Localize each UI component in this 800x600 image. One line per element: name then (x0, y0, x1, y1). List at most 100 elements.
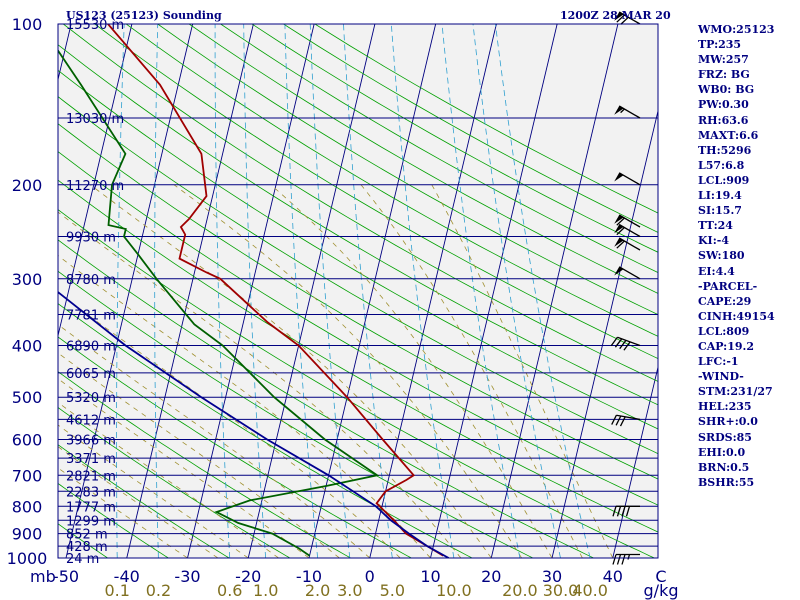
barb-staff (618, 105, 641, 119)
mixing-ratio-label: 5.0 (380, 581, 405, 600)
mixing-ratio-label: 0.6 (217, 581, 242, 600)
isotherm-line (490, 24, 619, 558)
barb-staff (618, 223, 641, 238)
unit-mb-label: mb (30, 567, 56, 586)
isotherm-line (247, 24, 376, 558)
barb-flag (621, 554, 626, 565)
index-item: KI:-4 (698, 234, 729, 248)
wind-barb (614, 237, 641, 251)
height-label: 3371 m (66, 452, 116, 467)
barb-half-flag (620, 108, 625, 114)
mixing-ratio-label: 10.0 (436, 581, 472, 600)
wind-barb (614, 172, 641, 186)
barb-pennant (614, 266, 624, 276)
moist-adiabat-line (270, 184, 553, 558)
height-label: 428 m (66, 540, 108, 555)
height-label: 15530 m (66, 18, 124, 33)
wind-barb (614, 223, 641, 238)
height-label: 8780 m (66, 273, 116, 288)
barb-flag (616, 14, 625, 23)
height-label: 24 m (66, 552, 99, 567)
height-label: 3966 m (66, 434, 116, 449)
wind-barb (614, 214, 641, 228)
index-item: HEL:235 (698, 400, 752, 414)
barb-staff (618, 237, 641, 251)
isotherm-line (430, 24, 558, 558)
pressure-tick-label: 200 (12, 176, 43, 195)
mixing-ratio-label: 1.0 (253, 581, 278, 600)
height-label: 2821 m (66, 469, 116, 484)
isotherm-line (0, 24, 10, 558)
barb-flag (616, 217, 625, 226)
barb-flag (616, 554, 622, 565)
barb-pennant (614, 106, 624, 115)
temperature-tick-label: 40 (603, 567, 623, 586)
index-item: -PARCEL- (698, 279, 758, 293)
pressure-tick-label: 100 (12, 15, 43, 34)
wind-barbs (610, 11, 641, 565)
barb-flag (615, 415, 622, 426)
mixing-ratio-label: 20.0 (502, 581, 538, 600)
barb-pennant (614, 12, 624, 21)
wind-barb (612, 553, 640, 565)
height-label: 6890 m (66, 340, 116, 355)
temperature-tick-label: -50 (53, 567, 79, 586)
index-item: SW:180 (698, 249, 745, 263)
temperature-profile (106, 24, 444, 557)
dewpoint-profile (58, 49, 380, 557)
mixing-ratio-label: 0.2 (146, 581, 171, 600)
height-label: 1299 m (66, 514, 116, 529)
index-item: EI:4.4 (698, 264, 735, 278)
height-label: 2283 m (66, 485, 116, 500)
index-item: -WIND- (698, 370, 744, 384)
index-item: SI:15.7 (698, 204, 742, 218)
wind-barb (614, 266, 641, 280)
index-item: TT:24 (698, 219, 733, 233)
wind-barb (610, 336, 641, 351)
mixing-ratio-label: 30.0 (543, 581, 579, 600)
barb-flag (620, 16, 629, 25)
index-item: TH:5296 (698, 143, 752, 157)
pressure-tick-label: 300 (12, 270, 43, 289)
unit-c-label: C (655, 567, 666, 586)
index-item: SRDS:85 (698, 430, 752, 444)
isotherm-line (126, 24, 254, 558)
index-item: BSHR:55 (698, 475, 755, 489)
pressure-tick-label: 800 (12, 497, 43, 516)
index-item: LCL:909 (698, 173, 750, 187)
index-item: SHR+:0.0 (698, 415, 758, 429)
temperature-tick-label: -20 (235, 567, 261, 586)
height-label: 9930 m (66, 230, 116, 245)
barb-pennant (614, 215, 624, 224)
barb-flag (610, 336, 618, 347)
pressure-tick-label: 400 (12, 337, 43, 356)
temperature-tick-label: -10 (296, 567, 322, 586)
grid-lines (0, 24, 658, 558)
pressure-tick-label: 1000 (7, 549, 48, 568)
height-label: 5320 m (66, 391, 116, 406)
index-item: CINH:49154 (698, 309, 775, 323)
plot-background (58, 24, 658, 558)
index-item: LFC:-1 (698, 355, 739, 369)
barb-pennant (614, 224, 624, 234)
barb-flag (611, 414, 617, 425)
wind-barb (614, 105, 641, 119)
height-label: 1777 m (66, 500, 116, 515)
index-item: MAXT:6.6 (698, 128, 759, 142)
pressure-tick-label: 600 (12, 431, 43, 450)
mixing-ratio-label: 40.0 (572, 581, 608, 600)
wind-barb (614, 11, 641, 25)
index-item: TP:235 (698, 38, 742, 52)
pressure-tick-label: 900 (12, 525, 43, 544)
plot-frame (57, 23, 659, 559)
wind-barb (612, 505, 640, 517)
indices-panel: WMO:25123 TP:235 MW:257 FRZ: BG WB0: BG PW:0.… (698, 22, 800, 490)
index-item: CAP:19.2 (698, 339, 755, 353)
chart-title: US123 (25123) Sounding (66, 9, 222, 22)
isotherm-line (58, 24, 133, 338)
height-label: 11270 m (66, 179, 124, 194)
height-label: 6065 m (66, 367, 116, 382)
barb-pennant (614, 172, 624, 182)
isotherm-line (65, 24, 194, 558)
